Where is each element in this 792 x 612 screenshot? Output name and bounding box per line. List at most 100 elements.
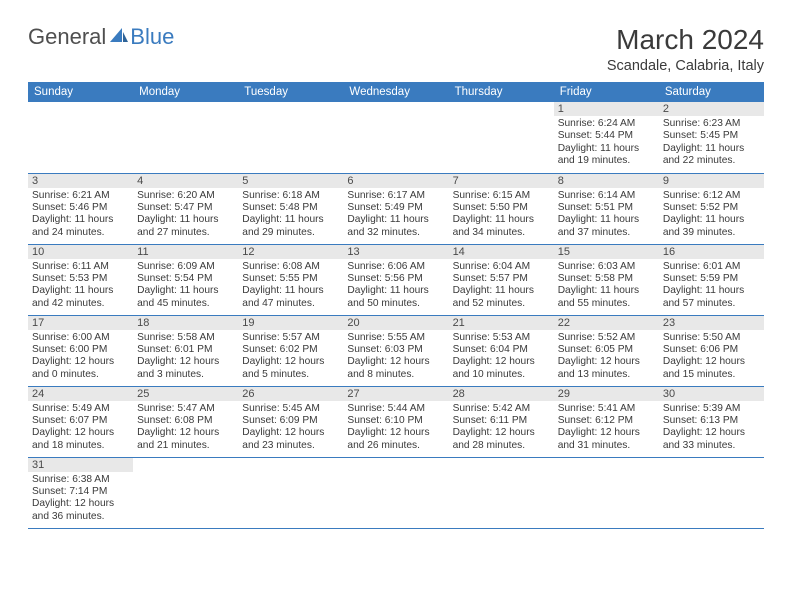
sunrise-line: Sunrise: 5:49 AM (32, 403, 129, 415)
day-number: 16 (659, 245, 764, 259)
sunrise-line: Sunrise: 5:41 AM (558, 403, 655, 415)
sunset-line: Sunset: 5:47 PM (137, 202, 234, 214)
sunrise-line: Sunrise: 6:20 AM (137, 190, 234, 202)
calendar-day-cell: 25Sunrise: 5:47 AMSunset: 6:08 PMDayligh… (133, 386, 238, 457)
logo-sail-icon (108, 24, 130, 50)
calendar-week-row: 17Sunrise: 6:00 AMSunset: 6:00 PMDayligh… (28, 315, 764, 386)
day-number: 24 (28, 387, 133, 401)
sunset-line: Sunset: 5:53 PM (32, 273, 129, 285)
sunrise-line: Sunrise: 5:55 AM (347, 332, 444, 344)
daylight-line: Daylight: 12 hours and 3 minutes. (137, 356, 234, 381)
sunset-line: Sunset: 5:54 PM (137, 273, 234, 285)
sunset-line: Sunset: 6:00 PM (32, 344, 129, 356)
sunrise-line: Sunrise: 5:50 AM (663, 332, 760, 344)
day-number: 30 (659, 387, 764, 401)
calendar-day-cell: 6Sunrise: 6:17 AMSunset: 5:49 PMDaylight… (343, 173, 448, 244)
day-number: 4 (133, 174, 238, 188)
day-details: Sunrise: 6:01 AMSunset: 5:59 PMDaylight:… (659, 259, 764, 314)
day-details: Sunrise: 6:21 AMSunset: 5:46 PMDaylight:… (28, 188, 133, 243)
day-details: Sunrise: 5:55 AMSunset: 6:03 PMDaylight:… (343, 330, 448, 385)
day-number: 3 (28, 174, 133, 188)
day-number: 18 (133, 316, 238, 330)
sunset-line: Sunset: 6:13 PM (663, 415, 760, 427)
calendar-day-cell: 5Sunrise: 6:18 AMSunset: 5:48 PMDaylight… (238, 173, 343, 244)
sunrise-line: Sunrise: 6:00 AM (32, 332, 129, 344)
daylight-line: Daylight: 12 hours and 33 minutes. (663, 427, 760, 452)
sunset-line: Sunset: 6:07 PM (32, 415, 129, 427)
sunset-line: Sunset: 5:48 PM (242, 202, 339, 214)
calendar-day-cell: 20Sunrise: 5:55 AMSunset: 6:03 PMDayligh… (343, 315, 448, 386)
calendar-day-cell (343, 102, 448, 173)
sunset-line: Sunset: 5:58 PM (558, 273, 655, 285)
sunrise-line: Sunrise: 6:08 AM (242, 261, 339, 273)
calendar-day-cell: 3Sunrise: 6:21 AMSunset: 5:46 PMDaylight… (28, 173, 133, 244)
day-number: 23 (659, 316, 764, 330)
calendar-day-cell: 2Sunrise: 6:23 AMSunset: 5:45 PMDaylight… (659, 102, 764, 173)
daylight-line: Daylight: 12 hours and 31 minutes. (558, 427, 655, 452)
daylight-line: Daylight: 11 hours and 42 minutes. (32, 285, 129, 310)
sunset-line: Sunset: 6:03 PM (347, 344, 444, 356)
calendar-day-cell: 12Sunrise: 6:08 AMSunset: 5:55 PMDayligh… (238, 244, 343, 315)
daylight-line: Daylight: 12 hours and 28 minutes. (453, 427, 550, 452)
sunset-line: Sunset: 6:11 PM (453, 415, 550, 427)
calendar-table: Sunday Monday Tuesday Wednesday Thursday… (28, 82, 764, 529)
daylight-line: Daylight: 12 hours and 15 minutes. (663, 356, 760, 381)
sunrise-line: Sunrise: 6:24 AM (558, 118, 655, 130)
daylight-line: Daylight: 11 hours and 47 minutes. (242, 285, 339, 310)
calendar-week-row: 3Sunrise: 6:21 AMSunset: 5:46 PMDaylight… (28, 173, 764, 244)
day-details: Sunrise: 6:00 AMSunset: 6:00 PMDaylight:… (28, 330, 133, 385)
sunset-line: Sunset: 6:08 PM (137, 415, 234, 427)
day-details: Sunrise: 5:45 AMSunset: 6:09 PMDaylight:… (238, 401, 343, 456)
calendar-week-row: 10Sunrise: 6:11 AMSunset: 5:53 PMDayligh… (28, 244, 764, 315)
weekday-header: Monday (133, 82, 238, 102)
calendar-week-row: 24Sunrise: 5:49 AMSunset: 6:07 PMDayligh… (28, 386, 764, 457)
daylight-line: Daylight: 11 hours and 37 minutes. (558, 214, 655, 239)
calendar-day-cell (554, 457, 659, 528)
day-number: 20 (343, 316, 448, 330)
day-details: Sunrise: 6:15 AMSunset: 5:50 PMDaylight:… (449, 188, 554, 243)
sunset-line: Sunset: 5:49 PM (347, 202, 444, 214)
calendar-day-cell: 14Sunrise: 6:04 AMSunset: 5:57 PMDayligh… (449, 244, 554, 315)
calendar-day-cell (28, 102, 133, 173)
calendar-day-cell: 10Sunrise: 6:11 AMSunset: 5:53 PMDayligh… (28, 244, 133, 315)
daylight-line: Daylight: 11 hours and 39 minutes. (663, 214, 760, 239)
day-details: Sunrise: 5:53 AMSunset: 6:04 PMDaylight:… (449, 330, 554, 385)
day-number: 15 (554, 245, 659, 259)
daylight-line: Daylight: 12 hours and 21 minutes. (137, 427, 234, 452)
day-details: Sunrise: 6:23 AMSunset: 5:45 PMDaylight:… (659, 116, 764, 171)
sunrise-line: Sunrise: 5:42 AM (453, 403, 550, 415)
daylight-line: Daylight: 11 hours and 24 minutes. (32, 214, 129, 239)
day-details: Sunrise: 6:20 AMSunset: 5:47 PMDaylight:… (133, 188, 238, 243)
day-number: 12 (238, 245, 343, 259)
day-details: Sunrise: 5:47 AMSunset: 6:08 PMDaylight:… (133, 401, 238, 456)
sunrise-line: Sunrise: 6:18 AM (242, 190, 339, 202)
day-details: Sunrise: 6:17 AMSunset: 5:49 PMDaylight:… (343, 188, 448, 243)
daylight-line: Daylight: 11 hours and 27 minutes. (137, 214, 234, 239)
calendar-day-cell: 31Sunrise: 6:38 AMSunset: 7:14 PMDayligh… (28, 457, 133, 528)
weekday-header: Thursday (449, 82, 554, 102)
day-number: 26 (238, 387, 343, 401)
calendar-day-cell: 16Sunrise: 6:01 AMSunset: 5:59 PMDayligh… (659, 244, 764, 315)
calendar-week-row: 31Sunrise: 6:38 AMSunset: 7:14 PMDayligh… (28, 457, 764, 528)
day-details: Sunrise: 6:24 AMSunset: 5:44 PMDaylight:… (554, 116, 659, 171)
daylight-line: Daylight: 11 hours and 19 minutes. (558, 143, 655, 168)
day-details: Sunrise: 5:49 AMSunset: 6:07 PMDaylight:… (28, 401, 133, 456)
calendar-day-cell: 17Sunrise: 6:00 AMSunset: 6:00 PMDayligh… (28, 315, 133, 386)
calendar-day-cell (659, 457, 764, 528)
sunrise-line: Sunrise: 5:39 AM (663, 403, 760, 415)
sunset-line: Sunset: 5:44 PM (558, 130, 655, 142)
calendar-day-cell: 24Sunrise: 5:49 AMSunset: 6:07 PMDayligh… (28, 386, 133, 457)
sunrise-line: Sunrise: 6:04 AM (453, 261, 550, 273)
day-details: Sunrise: 5:52 AMSunset: 6:05 PMDaylight:… (554, 330, 659, 385)
sunset-line: Sunset: 6:09 PM (242, 415, 339, 427)
daylight-line: Daylight: 12 hours and 36 minutes. (32, 498, 129, 523)
sunrise-line: Sunrise: 6:21 AM (32, 190, 129, 202)
sunrise-line: Sunrise: 5:47 AM (137, 403, 234, 415)
sunset-line: Sunset: 5:52 PM (663, 202, 760, 214)
sunset-line: Sunset: 6:05 PM (558, 344, 655, 356)
day-details: Sunrise: 6:04 AMSunset: 5:57 PMDaylight:… (449, 259, 554, 314)
day-number: 17 (28, 316, 133, 330)
sunset-line: Sunset: 6:10 PM (347, 415, 444, 427)
day-details: Sunrise: 5:39 AMSunset: 6:13 PMDaylight:… (659, 401, 764, 456)
daylight-line: Daylight: 11 hours and 29 minutes. (242, 214, 339, 239)
